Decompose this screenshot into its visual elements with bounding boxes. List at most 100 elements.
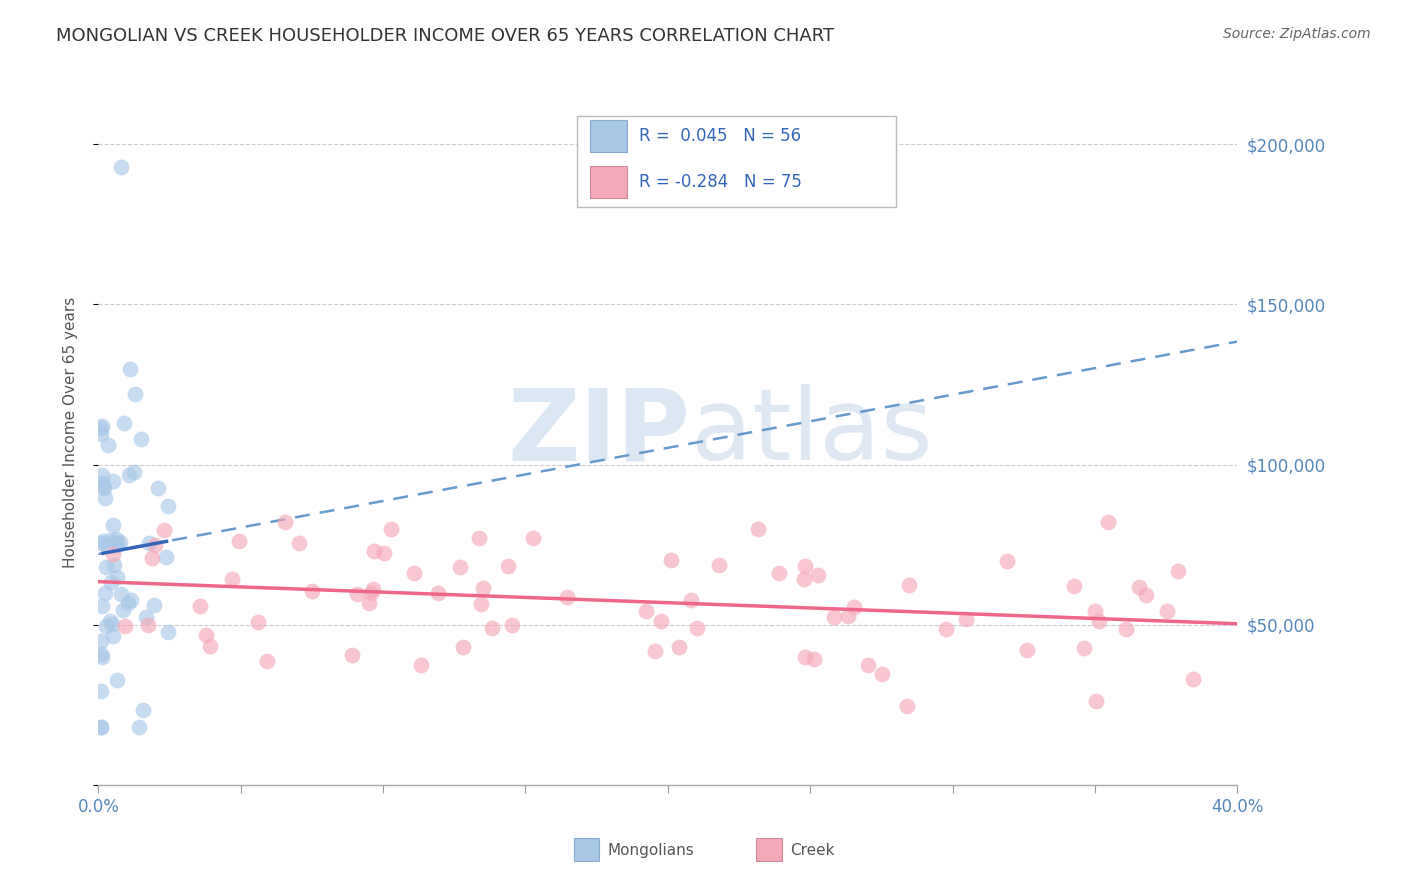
Point — [143, 598, 166, 612]
Point — [118, 361, 141, 376]
Point — [90, 720, 112, 734]
Point — [90, 634, 112, 648]
Point — [522, 531, 544, 545]
Text: Creek: Creek — [790, 843, 835, 857]
Point — [228, 534, 250, 549]
Point — [823, 610, 845, 624]
Point — [1073, 640, 1095, 655]
Point — [91, 534, 114, 549]
Point — [1128, 580, 1150, 594]
Point — [858, 657, 880, 672]
Point — [555, 591, 578, 605]
Point — [90, 647, 112, 661]
Point — [101, 617, 124, 632]
FancyBboxPatch shape — [591, 120, 627, 152]
Point — [837, 608, 859, 623]
Point — [105, 535, 128, 549]
Point — [111, 602, 134, 616]
Point — [105, 673, 128, 687]
Point — [103, 474, 125, 488]
Point — [659, 552, 682, 566]
Point — [94, 537, 117, 551]
Point — [896, 699, 918, 714]
Point — [94, 491, 117, 505]
Point — [360, 586, 382, 600]
Point — [101, 629, 124, 643]
Point — [117, 596, 139, 610]
Point — [363, 582, 385, 596]
Point — [105, 538, 128, 552]
Point — [747, 522, 769, 536]
Point — [110, 160, 132, 174]
Point — [451, 640, 474, 655]
Point — [188, 599, 211, 614]
Point — [155, 550, 177, 565]
Point — [1084, 604, 1107, 618]
Point — [679, 593, 702, 607]
Point — [141, 550, 163, 565]
Point — [793, 650, 815, 665]
Point — [136, 618, 159, 632]
Point — [1156, 604, 1178, 618]
Point — [90, 427, 112, 442]
Point — [94, 559, 117, 574]
Point — [90, 421, 112, 435]
Point — [449, 560, 471, 574]
Y-axis label: Householder Income Over 65 years: Householder Income Over 65 years — [63, 297, 77, 568]
Point — [90, 720, 112, 734]
Point — [195, 628, 218, 642]
Point — [471, 581, 494, 595]
Point — [794, 558, 817, 573]
Point — [118, 468, 141, 483]
Point — [668, 640, 690, 654]
Point — [402, 566, 425, 581]
Point — [138, 536, 160, 550]
Point — [650, 615, 672, 629]
Point — [1088, 614, 1111, 628]
Text: Mongolians: Mongolians — [607, 843, 695, 857]
Point — [1097, 516, 1119, 530]
Text: ZIP: ZIP — [508, 384, 690, 481]
Point — [481, 621, 503, 635]
Point — [1017, 643, 1039, 657]
FancyBboxPatch shape — [576, 116, 896, 207]
Point — [686, 621, 709, 635]
Point — [105, 532, 128, 546]
Point — [120, 593, 142, 607]
Point — [124, 387, 146, 401]
Point — [90, 467, 112, 482]
Point — [110, 587, 132, 601]
Text: Source: ZipAtlas.com: Source: ZipAtlas.com — [1223, 27, 1371, 41]
Point — [108, 534, 131, 549]
Point — [501, 618, 523, 632]
Point — [157, 625, 180, 640]
Point — [427, 586, 450, 600]
Point — [98, 533, 121, 548]
Point — [90, 536, 112, 550]
FancyBboxPatch shape — [591, 166, 627, 197]
Point — [198, 639, 221, 653]
Point — [100, 574, 122, 589]
Point — [470, 597, 492, 611]
Point — [90, 684, 112, 698]
Point — [221, 572, 243, 586]
Point — [128, 720, 150, 734]
Point — [955, 612, 977, 626]
Point — [152, 524, 174, 538]
Point — [91, 475, 114, 490]
Point — [301, 583, 323, 598]
Point — [898, 578, 921, 592]
Point — [129, 432, 152, 446]
Point — [114, 619, 136, 633]
Point — [101, 547, 124, 561]
Point — [1135, 588, 1157, 602]
Point — [157, 499, 180, 513]
Point — [91, 479, 114, 493]
Point — [357, 596, 380, 610]
Point — [768, 566, 790, 580]
Point — [807, 567, 830, 582]
Point — [122, 465, 145, 479]
Point — [256, 654, 278, 668]
Point — [112, 416, 135, 430]
Point — [346, 587, 368, 601]
